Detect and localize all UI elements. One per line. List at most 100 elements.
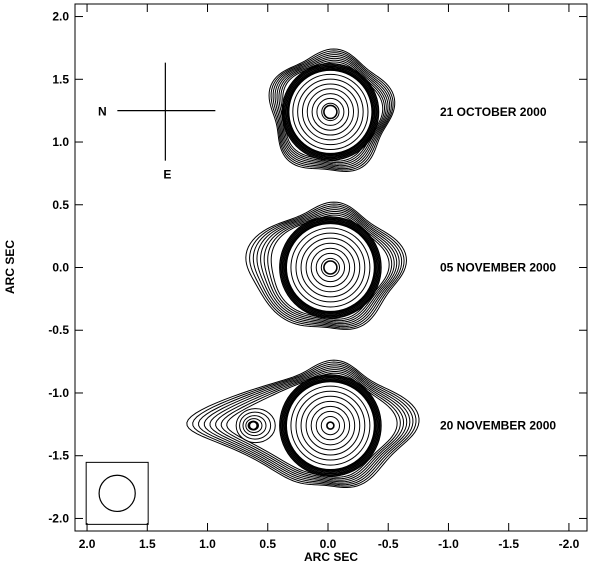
contour-line — [320, 415, 341, 436]
contour-line — [209, 367, 408, 483]
contour-line — [290, 227, 371, 308]
contour-line — [278, 57, 387, 165]
contour-line — [279, 216, 382, 319]
secondary-peak — [248, 420, 259, 431]
contour-line — [285, 380, 376, 471]
contour-line — [292, 73, 369, 150]
contour-line — [280, 217, 381, 318]
compass-north-label: N — [98, 105, 107, 119]
y-tick-label: 0.0 — [52, 261, 69, 275]
compass-east-label: E — [163, 168, 171, 182]
contour-line — [310, 405, 351, 446]
contour-line — [245, 201, 407, 330]
epoch-label: 05 NOVEMBER 2000 — [440, 261, 556, 275]
beam-frame — [85, 461, 149, 525]
compass-rose: NE — [98, 62, 216, 182]
y-tick-label: 2.0 — [52, 10, 69, 24]
axis-ticks: 2.0 1.5 1.0 0.5 0.0 -0.5 -1.0 -1.5 -2.0 2.0 1.5 1.0… — [48, 4, 587, 551]
contour-line — [272, 52, 392, 170]
contour-line — [287, 69, 374, 155]
x-tick-label: 2.0 — [79, 537, 96, 551]
contour-line — [297, 78, 364, 146]
epoch-contour-group: 20 NOVEMBER 2000 — [186, 359, 556, 489]
x-axis-label: ARC SEC — [304, 550, 358, 564]
contour-line — [268, 48, 396, 172]
contour-line — [306, 88, 355, 136]
contour-line — [283, 220, 378, 315]
contour-line — [321, 102, 340, 122]
y-tick-label: 1.0 — [52, 135, 69, 149]
contour-line — [310, 247, 351, 288]
contour-peak — [323, 260, 338, 275]
y-axis-label: ARC SEC — [3, 240, 17, 294]
contour-line — [203, 365, 411, 484]
contour-line — [305, 400, 356, 451]
x-tick-label: 0.0 — [320, 537, 337, 551]
x-tick-label: -0.5 — [378, 537, 399, 551]
y-tick-label: -0.5 — [48, 323, 69, 337]
secondary-contour-line — [235, 408, 276, 444]
contour-line — [270, 50, 394, 171]
contour-line — [284, 221, 377, 314]
contour-line — [300, 395, 361, 456]
contour-line — [274, 54, 391, 168]
epoch-contour-group: 05 NOVEMBER 2000 — [245, 201, 556, 330]
contour-line — [305, 242, 356, 293]
contour-line — [311, 93, 350, 131]
contour-line — [315, 252, 346, 283]
contour-line — [285, 222, 376, 313]
contour-line — [252, 205, 403, 328]
contour-line — [285, 222, 376, 313]
contour-line — [290, 385, 371, 466]
contour-line — [295, 390, 366, 461]
contour-line — [284, 65, 377, 159]
y-tick-label: -1.5 — [48, 449, 69, 463]
contour-line — [281, 63, 380, 161]
contour-line — [260, 209, 398, 325]
contour-line — [288, 69, 373, 155]
contour-line — [276, 55, 389, 167]
secondary-contour-line — [245, 418, 263, 434]
x-tick-label: 0.5 — [259, 537, 276, 551]
contour-line — [320, 257, 341, 278]
epoch-label: 21 OCTOBER 2000 — [440, 105, 547, 119]
contour-line — [315, 410, 346, 441]
contour-peak — [323, 104, 338, 120]
contour-line — [286, 68, 375, 156]
contour-line — [279, 374, 382, 477]
x-tick-label: 1.0 — [199, 537, 216, 551]
beam-box — [85, 461, 149, 525]
contour-line — [198, 363, 414, 486]
contour-line — [316, 97, 345, 126]
contour-line — [192, 361, 417, 487]
beam-ellipse — [98, 474, 136, 513]
contour-line — [220, 370, 401, 480]
contour-line — [281, 218, 380, 317]
contour-line — [263, 210, 395, 323]
contour-maps: 21 OCTOBER 2000 05 NOVEMBER 2000 20 NOVEMB… — [186, 48, 556, 489]
contour-peak — [326, 421, 335, 430]
contour-line — [300, 237, 361, 298]
contour-line — [283, 378, 378, 473]
contour-line — [249, 203, 405, 329]
x-tick-label: -2.0 — [559, 537, 580, 551]
contour-line — [281, 376, 380, 475]
contour-line — [270, 214, 390, 320]
contour-line — [295, 232, 366, 303]
contour-line — [301, 83, 359, 141]
x-tick-label: -1.0 — [438, 537, 459, 551]
x-tick-label: 1.5 — [139, 537, 156, 551]
contour-line — [186, 359, 420, 489]
y-tick-label: -2.0 — [48, 511, 69, 525]
secondary-contour-line — [242, 415, 267, 437]
secondary-contour-line — [239, 411, 272, 440]
y-tick-label: -1.0 — [48, 386, 69, 400]
epoch-contour-group: 21 OCTOBER 2000 — [268, 48, 547, 172]
contour-line — [280, 375, 381, 476]
contour-line — [285, 66, 376, 157]
contour-line — [256, 207, 400, 326]
y-tick-label: 0.5 — [52, 198, 69, 212]
contour-line — [215, 369, 405, 481]
